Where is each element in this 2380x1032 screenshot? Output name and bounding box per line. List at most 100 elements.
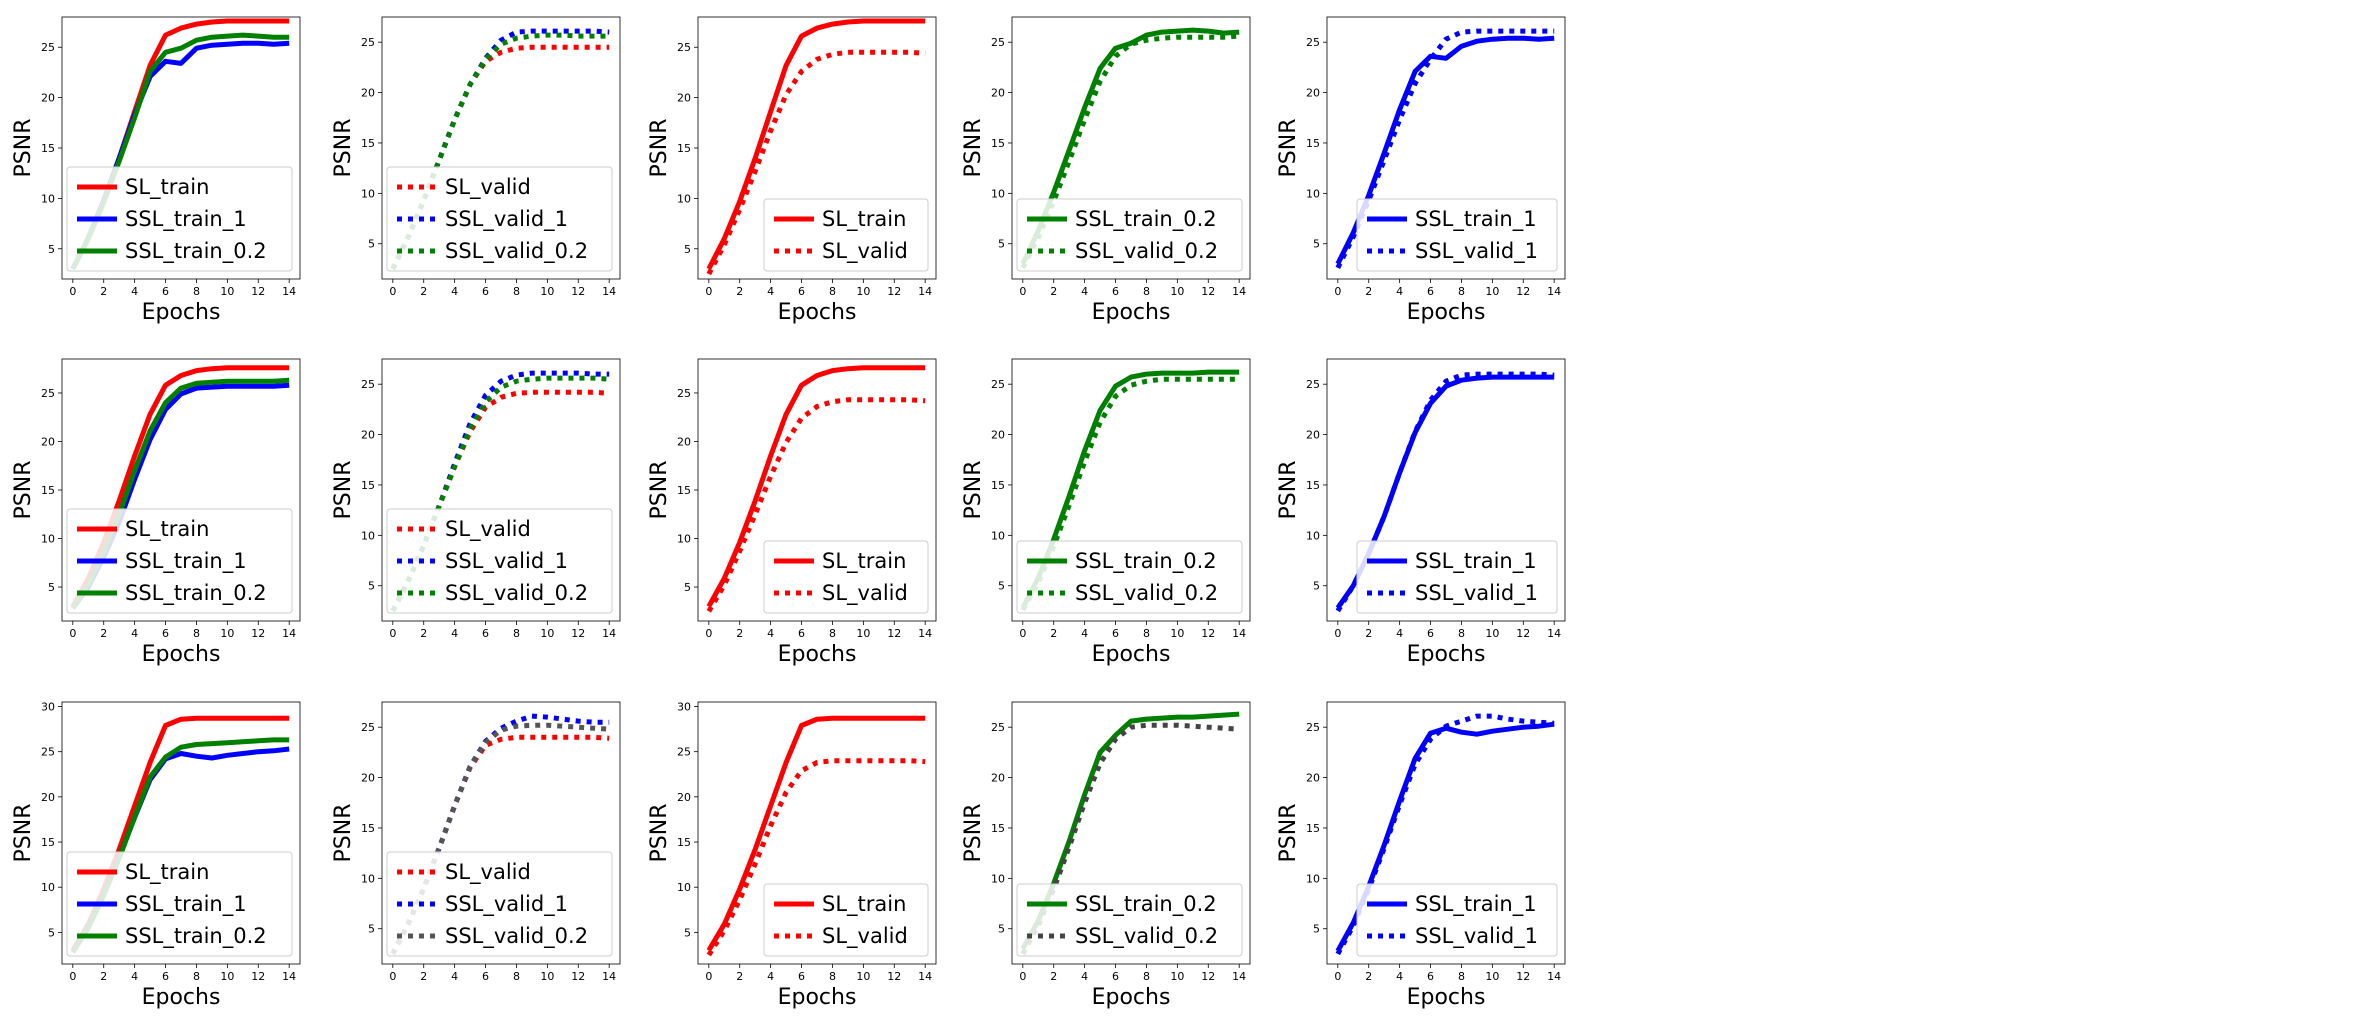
x-tick-label: 14 [1547, 627, 1561, 640]
y-axis-label: PSNR [1276, 119, 1301, 178]
chart-panel-8: 0 2 4 6 8 10 12 14510152025EpochsPSNRSL_trainSL… [647, 358, 937, 667]
x-tick-label: 2 [100, 627, 107, 640]
x-tick-label: 14 [282, 627, 296, 640]
x-tick-label: 0 [1334, 627, 1341, 640]
y-tick-label: 20 [361, 87, 375, 100]
x-tick-label: 6 [798, 627, 805, 640]
x-tick-label: 8 [1458, 970, 1465, 983]
legend-box [386, 851, 613, 957]
x-tick-label: 14 [602, 285, 616, 298]
legend-box [1016, 540, 1243, 614]
x-tick-label: 6 [482, 285, 489, 298]
y-tick-label: 10 [41, 533, 55, 546]
x-tick-label: 12 [1201, 970, 1215, 983]
legend: SL_train SSL_train_1 SSL_train_0.2 [66, 508, 293, 614]
y-tick-label: 15 [991, 479, 1005, 492]
y-tick-label: 25 [677, 41, 691, 54]
y-tick-label: 25 [1306, 721, 1320, 734]
x-tick-label: 12 [251, 285, 265, 298]
x-tick-label: 10 [1170, 970, 1184, 983]
series-line-2 [706, 49, 926, 276]
y-tick-label: 15 [41, 142, 55, 155]
y-tick-label: 10 [677, 533, 691, 546]
x-tick-label: 4 [767, 970, 774, 983]
y-tick-label: 20 [361, 429, 375, 442]
y-tick-label: 10 [991, 187, 1005, 200]
y-tick-label: 20 [1306, 429, 1320, 442]
y-tick-label: 25 [361, 378, 375, 391]
x-tick-label: 0 [389, 627, 396, 640]
x-tick-label: 10 [220, 627, 234, 640]
y-axis-label: PSNR [331, 119, 356, 178]
y-tick-label: 15 [361, 479, 375, 492]
x-tick-label: 12 [887, 627, 901, 640]
y-tick-label: 25 [991, 378, 1005, 391]
chart-panel-2: 0 2 4 6 8 10 12 14 5 10 15 20 25 PSNR SL_valid SSL_vali… [331, 16, 621, 298]
y-tick-label: 5 [998, 923, 1005, 936]
chart-panel-9: 0 2 4 6 8 10 12 14 5 10 15 20 25 Epochs PSNR SSL_train_… [961, 358, 1251, 667]
y-tick-label: 20 [677, 435, 691, 448]
x-tick-label: 0 [1019, 285, 1026, 298]
legend-box [1016, 198, 1243, 272]
x-tick-label: 12 [251, 627, 265, 640]
legend: SL_train SL_valid [763, 198, 929, 272]
y-tick-label: 25 [41, 746, 55, 759]
legend-label: SSL_valid_1 [1415, 924, 1538, 949]
x-tick-label: 2 [100, 970, 107, 983]
x-tick-label: 6 [162, 627, 169, 640]
chart-panel-11: 0 2 4 6 8 10 12 14 5 10 15 20 25 30 Epochs PSNR SL_train… [11, 701, 301, 1010]
x-tick-label: 14 [602, 627, 616, 640]
legend: SSL_train_1 SSL_valid_1 [1356, 540, 1558, 614]
series-line-1 [706, 365, 926, 608]
x-axis-label: Epochs [1407, 985, 1486, 1010]
x-tick-label: 10 [540, 970, 554, 983]
y-tick-label: 25 [1306, 378, 1320, 391]
x-tick-label: 4 [131, 970, 138, 983]
legend-label: SSL_train_0.2 [1075, 207, 1217, 232]
x-tick-label: 0 [69, 970, 76, 983]
y-tick-label: 5 [684, 581, 691, 594]
legend-label: SL_valid [822, 239, 908, 264]
legend-label: SSL_train_1 [125, 549, 247, 574]
y-tick-label: 10 [361, 529, 375, 542]
legend: SL_valid SSL_valid_1 SSL_valid_0.2 [386, 851, 613, 957]
x-axis-label: Epochs [778, 642, 857, 667]
x-tick-label: 4 [451, 970, 458, 983]
y-tick-label: 20 [1306, 87, 1320, 100]
x-tick-label: 4 [1396, 285, 1403, 298]
series-line-2 [1020, 33, 1240, 270]
x-tick-label: 2 [736, 285, 743, 298]
x-tick-label: 4 [1081, 285, 1088, 298]
axes-frame [1011, 701, 1251, 965]
x-tick-label: 2 [420, 970, 427, 983]
x-tick-label: 6 [1427, 970, 1434, 983]
x-axis-label: Epochs [1407, 300, 1486, 325]
x-tick-label: 2 [1365, 285, 1372, 298]
legend: SL_train SSL_train_1 SSL_train_0.2 [66, 851, 293, 957]
y-tick-label: 10 [1306, 187, 1320, 200]
y-tick-label: 25 [677, 387, 691, 400]
axes-frame [1011, 16, 1251, 280]
y-tick-label: 10 [1306, 872, 1320, 885]
legend: SL_train SL_valid [763, 883, 929, 957]
y-tick-label: 15 [1306, 479, 1320, 492]
x-tick-label: 8 [1143, 285, 1150, 298]
legend: SL_train SSL_train_1 SSL_train_0.2 [66, 166, 293, 272]
x-tick-label: 14 [1232, 285, 1246, 298]
chart-panel-7: 0 2 4 6 8 10 12 14 5 10 15 20 25 PSNR SL_valid SSL_vali… [331, 358, 621, 640]
x-tick-label: 8 [193, 970, 200, 983]
y-tick-label: 20 [991, 87, 1005, 100]
y-tick-label: 10 [991, 872, 1005, 885]
y-tick-label: 5 [1313, 238, 1320, 251]
y-tick-label: 15 [1306, 822, 1320, 835]
x-tick-label: 8 [513, 285, 520, 298]
legend-label: SSL_train_1 [125, 207, 247, 232]
y-tick-label: 25 [1306, 36, 1320, 49]
legend-box [1016, 883, 1243, 957]
series-line-1 [1020, 27, 1240, 265]
y-tick-label: 20 [41, 791, 55, 804]
x-tick-label: 6 [1427, 627, 1434, 640]
y-tick-label: 15 [677, 836, 691, 849]
legend-label: SL_valid [822, 924, 908, 949]
y-axis-label: PSNR [1276, 461, 1301, 520]
